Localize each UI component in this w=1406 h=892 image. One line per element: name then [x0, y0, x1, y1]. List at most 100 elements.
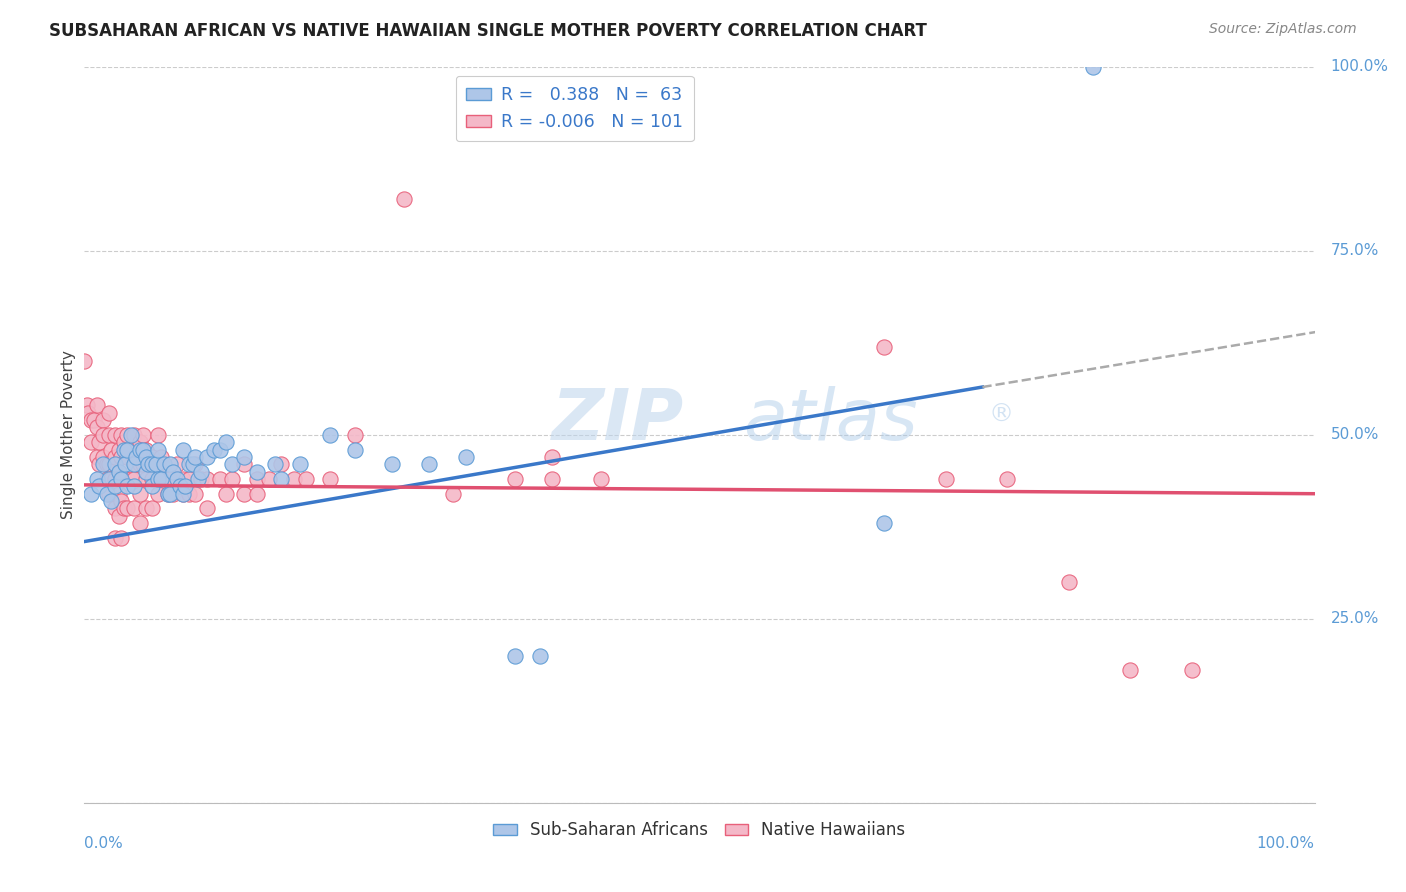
- Point: [221, 472, 243, 486]
- Point: [86, 472, 108, 486]
- Point: [79, 435, 101, 450]
- Point: [184, 487, 207, 501]
- Point: [96, 487, 118, 501]
- Point: [128, 487, 150, 501]
- Point: [135, 501, 157, 516]
- Point: [91, 457, 114, 471]
- Point: [153, 472, 176, 486]
- Y-axis label: Single Mother Poverty: Single Mother Poverty: [60, 351, 76, 519]
- Point: [108, 465, 131, 479]
- Point: [169, 479, 191, 493]
- Point: [76, 398, 98, 412]
- Point: [104, 472, 127, 486]
- Point: [120, 427, 142, 442]
- Point: [148, 427, 170, 442]
- Point: [174, 479, 197, 493]
- Point: [125, 457, 148, 471]
- Point: [159, 457, 181, 471]
- Point: [541, 472, 564, 486]
- Point: [454, 450, 477, 464]
- Point: [270, 472, 292, 486]
- Point: [98, 406, 120, 420]
- Point: [73, 354, 96, 368]
- Point: [172, 472, 194, 486]
- Point: [162, 487, 184, 501]
- Legend: Sub-Saharan Africans, Native Hawaiians: Sub-Saharan Africans, Native Hawaiians: [486, 814, 912, 846]
- Point: [141, 472, 163, 486]
- Point: [122, 450, 145, 464]
- Point: [288, 457, 311, 471]
- Point: [135, 465, 157, 479]
- Point: [873, 340, 896, 354]
- Point: [149, 450, 172, 464]
- Point: [394, 193, 416, 207]
- Point: [233, 457, 256, 471]
- Point: [197, 472, 219, 486]
- Point: [122, 427, 145, 442]
- Point: [91, 427, 114, 442]
- Point: [197, 501, 219, 516]
- Point: [529, 648, 551, 663]
- Point: [122, 479, 145, 493]
- Point: [87, 457, 111, 471]
- Point: [104, 450, 127, 464]
- Point: [128, 457, 150, 471]
- Point: [215, 435, 238, 450]
- Point: [153, 457, 176, 471]
- Point: [208, 442, 231, 457]
- Point: [233, 450, 256, 464]
- Point: [98, 472, 120, 486]
- Point: [128, 442, 150, 457]
- Point: [117, 450, 139, 464]
- Point: [122, 457, 145, 471]
- Point: [96, 457, 118, 471]
- Point: [344, 427, 367, 442]
- Point: [86, 450, 108, 464]
- Text: 50.0%: 50.0%: [1330, 427, 1379, 442]
- Point: [148, 472, 170, 486]
- Point: [120, 442, 142, 457]
- Point: [190, 472, 212, 486]
- Point: [108, 487, 131, 501]
- Point: [100, 494, 122, 508]
- Point: [148, 457, 170, 471]
- Point: [114, 457, 136, 471]
- Point: [166, 472, 188, 486]
- Point: [117, 472, 139, 486]
- Point: [283, 472, 305, 486]
- Point: [148, 442, 170, 457]
- Point: [157, 487, 180, 501]
- Text: 100.0%: 100.0%: [1330, 60, 1389, 74]
- Point: [87, 435, 111, 450]
- Point: [344, 442, 367, 457]
- Point: [246, 472, 269, 486]
- Point: [141, 479, 163, 493]
- Point: [541, 450, 564, 464]
- Point: [159, 487, 181, 501]
- Point: [1181, 664, 1204, 678]
- Point: [91, 413, 114, 427]
- Text: 0.0%: 0.0%: [84, 836, 124, 851]
- Point: [141, 501, 163, 516]
- Point: [246, 487, 269, 501]
- Point: [112, 442, 135, 457]
- Point: [117, 442, 139, 457]
- Point: [141, 457, 163, 471]
- Point: [233, 487, 256, 501]
- Point: [141, 450, 163, 464]
- Point: [591, 472, 613, 486]
- Point: [503, 648, 526, 663]
- Point: [202, 442, 225, 457]
- Point: [108, 508, 131, 523]
- Point: [503, 472, 526, 486]
- Point: [177, 487, 200, 501]
- Point: [1083, 60, 1105, 74]
- Point: [110, 472, 132, 486]
- Point: [177, 472, 200, 486]
- Point: [138, 457, 160, 471]
- Point: [96, 472, 118, 486]
- Point: [138, 457, 160, 471]
- Point: [87, 479, 111, 493]
- Point: [86, 420, 108, 434]
- Point: [98, 427, 120, 442]
